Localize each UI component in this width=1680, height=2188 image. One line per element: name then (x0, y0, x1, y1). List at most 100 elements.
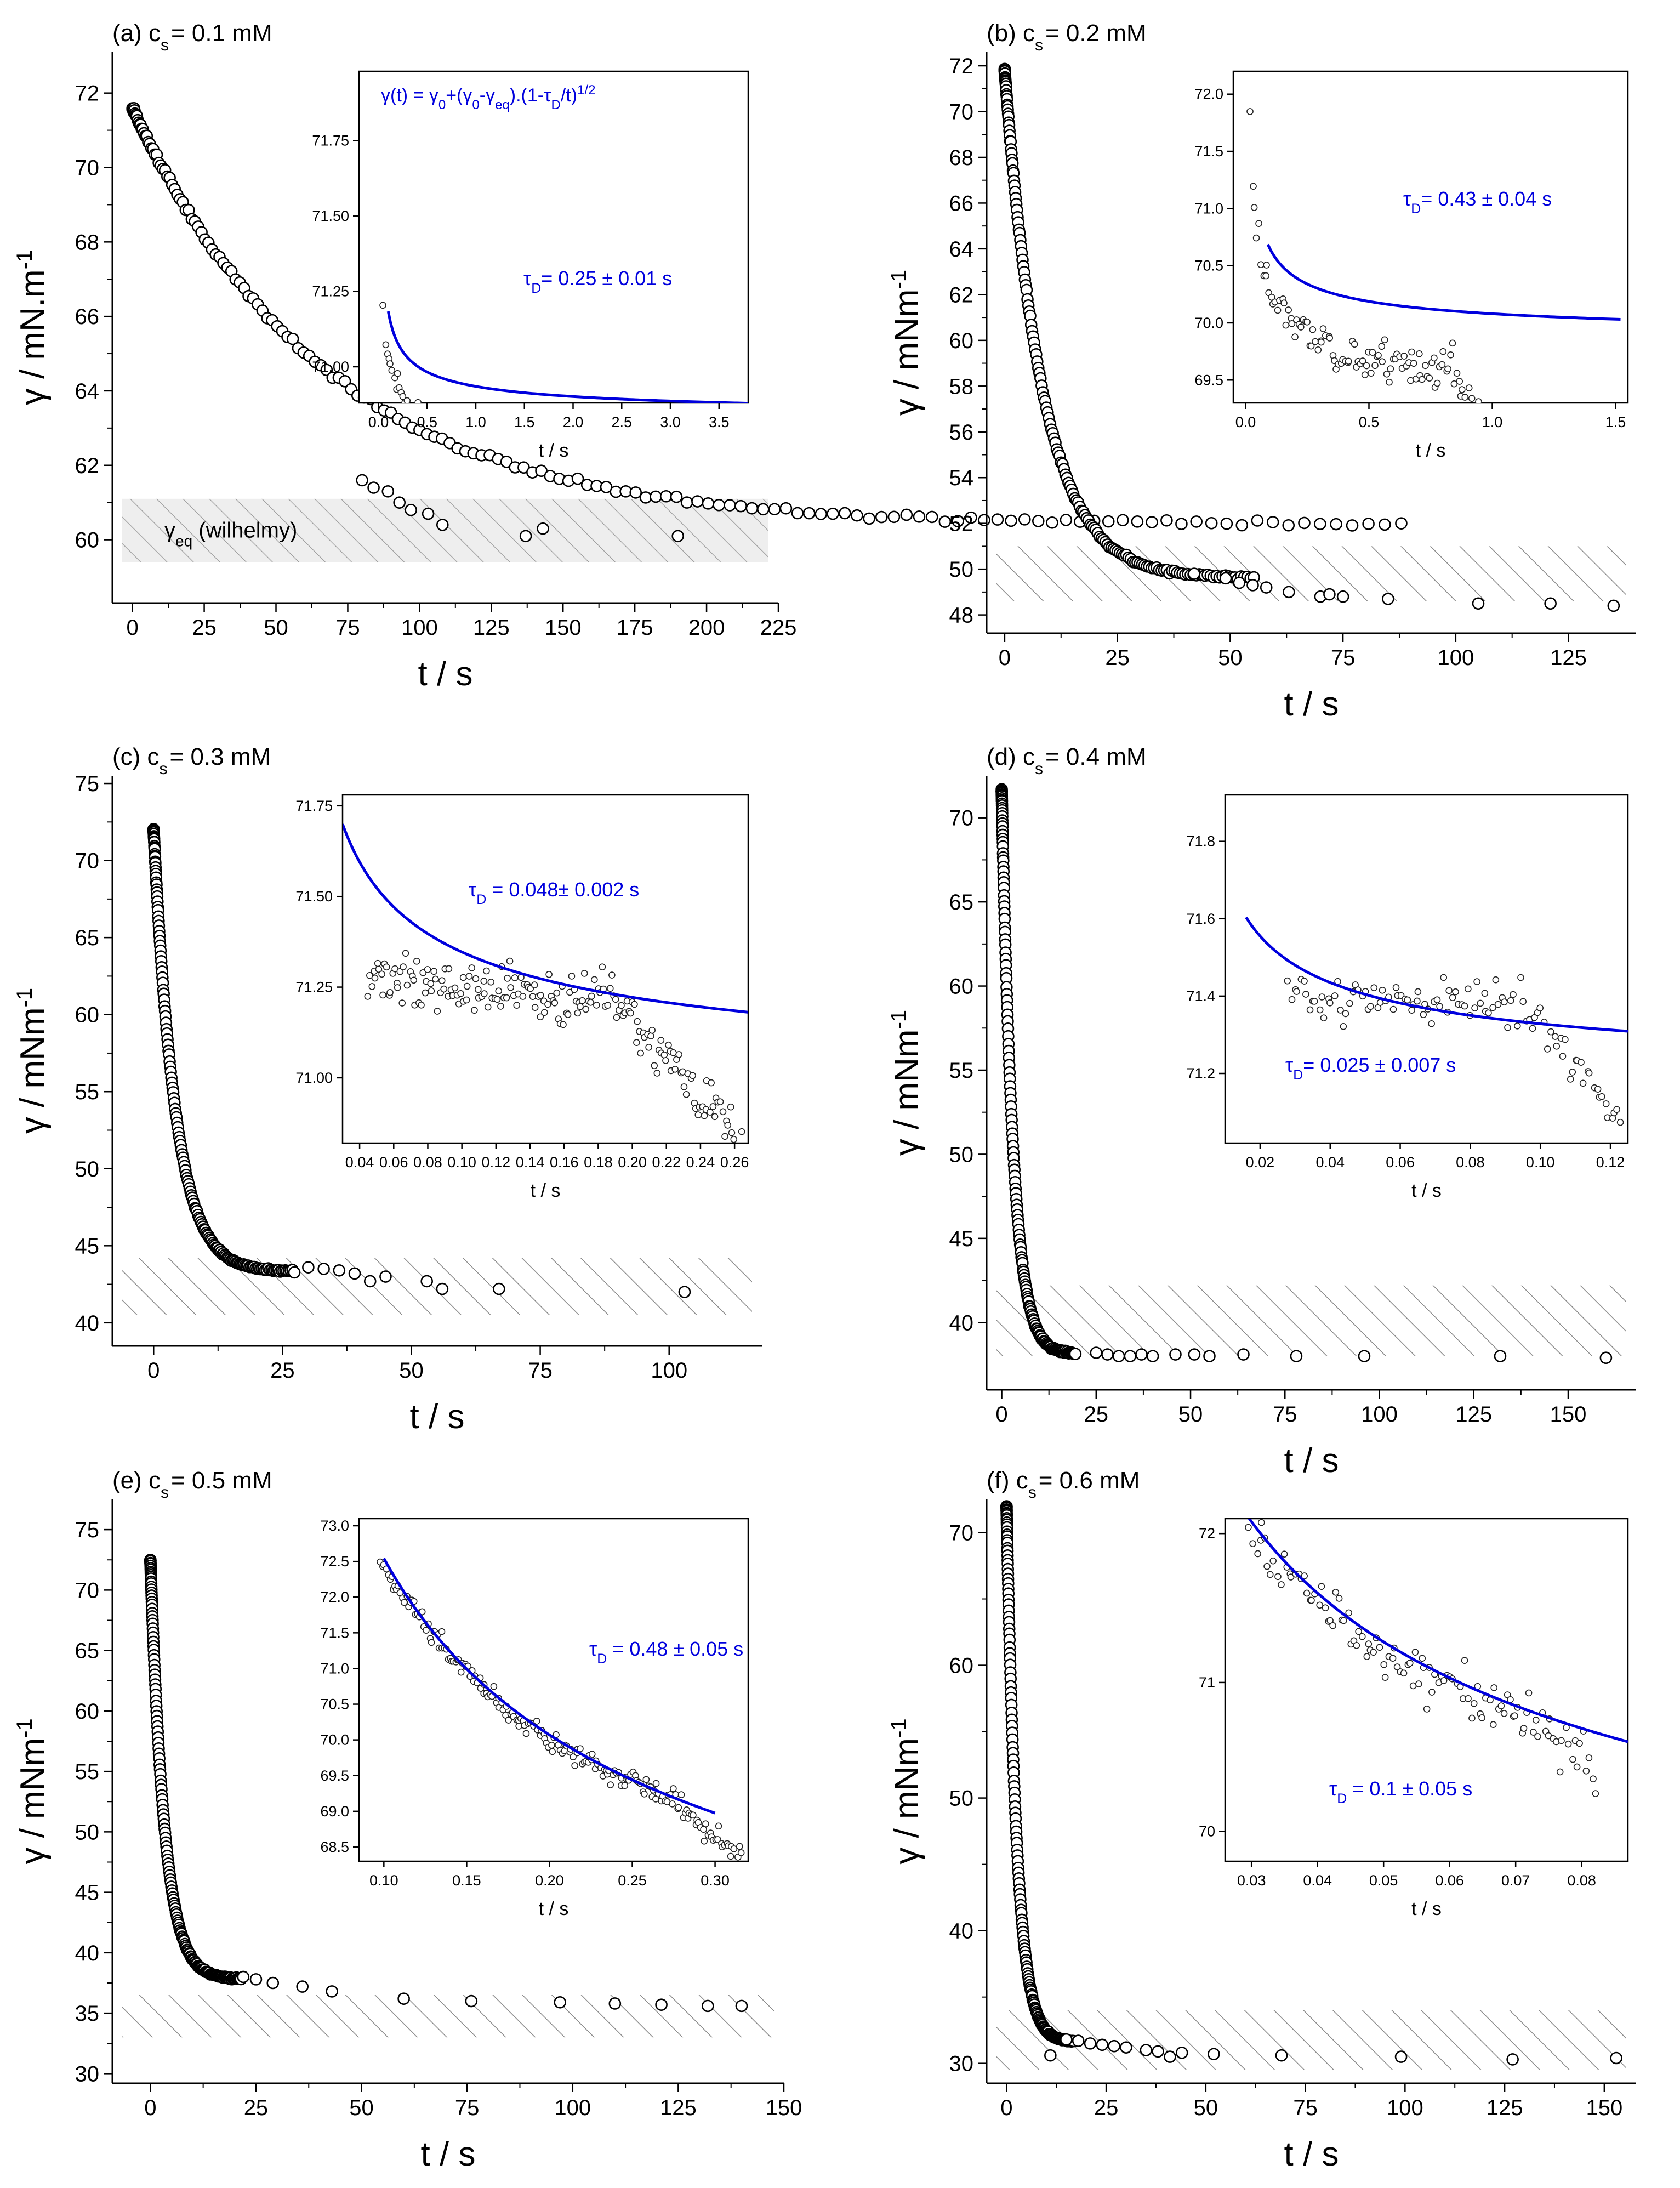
inset-data-point (1529, 1025, 1536, 1032)
data-point (537, 522, 549, 535)
x-axis-label: t / s (1284, 2135, 1339, 2173)
y-tick-label: 65 (75, 1639, 100, 1663)
inset-data-point (427, 980, 435, 987)
tau-sub: D (1337, 1791, 1347, 1806)
data-point (1266, 516, 1279, 528)
x-tick-label: 75 (455, 2096, 480, 2120)
y-axis-label-sup: -1 (887, 1010, 911, 1030)
y-tick-label: 75 (75, 772, 100, 796)
inset-data-point (1465, 985, 1472, 993)
inset-data-point (1288, 996, 1296, 1003)
inset-y-tick-label: 71.00 (312, 359, 349, 375)
inset-points (1284, 974, 1624, 1126)
data-point (839, 507, 851, 520)
data-point (1120, 2041, 1132, 2054)
inset-x-tick-label: 0.12 (482, 1154, 511, 1170)
inset-data-point (1481, 990, 1489, 997)
inset-data-point (553, 989, 561, 997)
inset-data-point (709, 1103, 717, 1110)
inset-data-point (1547, 1028, 1554, 1036)
inset-x-axis-label: t / s (539, 440, 569, 461)
inset-y-tick-label: 72.0 (320, 1589, 349, 1605)
inset-data-point (1306, 1006, 1314, 1014)
inset-data-point (1255, 220, 1262, 227)
inset-data-point (1414, 988, 1422, 996)
inset-data-point (419, 969, 427, 976)
inset-data-point (1301, 1572, 1308, 1579)
inset-data-point (1312, 338, 1319, 345)
x-tick-label: 25 (1105, 646, 1130, 670)
inset-data-point (1359, 357, 1366, 365)
inset-data-point (730, 1845, 738, 1852)
inset-data-point (1408, 348, 1415, 356)
panel-title-c: (c) cs= 0.3 mM (112, 743, 271, 778)
data-point (827, 507, 839, 520)
data-point (338, 375, 351, 388)
inset-data-point (506, 957, 514, 965)
inset-data-point (671, 1066, 679, 1073)
inset-data-point (728, 1129, 736, 1136)
data-point (493, 1282, 505, 1295)
fit-curve (386, 311, 748, 403)
inset-data-point (694, 1111, 702, 1118)
inset-frame (358, 1518, 749, 1862)
x-tick-label: 0 (127, 616, 139, 640)
inset-y-tick-label: 69.5 (320, 1768, 349, 1784)
inset-data-point (1520, 1725, 1528, 1732)
inset-data-point (400, 1599, 408, 1606)
data-point (1283, 586, 1295, 599)
data-point (851, 509, 863, 522)
data-point (1203, 1350, 1216, 1362)
tau-value: = 0.43 ± 0.04 s (1421, 187, 1552, 210)
data-point (702, 497, 715, 510)
inset-x-tick-label: 0.02 (1246, 1154, 1275, 1170)
tau-symbol: τ (1285, 1054, 1293, 1076)
x-tick-label: 100 (651, 1359, 687, 1383)
panel-title-prefix: (e) c (112, 1467, 161, 1494)
y-axis-label-sup: -1 (887, 1718, 911, 1738)
inset-data-point (1465, 384, 1473, 391)
inset-data-point (1379, 987, 1386, 994)
data-point (381, 485, 395, 498)
inset-data-point (1318, 1583, 1325, 1590)
inset-data-point (1419, 1655, 1426, 1662)
decay-points-f (1000, 1500, 1622, 2066)
data-point (965, 511, 977, 524)
y-axis-label: γ / mNm-1 (887, 1718, 926, 1864)
eq-band-d (996, 1285, 1626, 1356)
inset-frame (1224, 794, 1629, 1144)
inset-data-point (651, 1062, 658, 1070)
inset-data-point (700, 1826, 707, 1833)
inset-data-point (587, 999, 594, 1006)
inset-x-tick-label: 0.22 (652, 1154, 681, 1170)
inset-data-point (1274, 306, 1282, 314)
y-axis-label-sup: -1 (13, 250, 37, 270)
eq-band-a (122, 498, 768, 562)
x-tick-label: 100 (554, 2096, 591, 2120)
inset-data-point (371, 974, 379, 982)
inset-data-point (1594, 1086, 1602, 1093)
inset-data-point (1335, 1595, 1343, 1602)
inset-data-point (724, 1122, 732, 1129)
inset-data-point (368, 983, 376, 990)
inset-data-point (529, 993, 537, 1000)
data-point (1290, 1350, 1303, 1362)
data-point (1140, 2044, 1153, 2056)
inset-x-tick-label: 0.07 (1501, 1872, 1530, 1889)
y-tick-label: 45 (949, 1227, 974, 1251)
inset-y-tick-label: 70.5 (1194, 258, 1223, 274)
data-point (405, 503, 417, 516)
data-point (1314, 518, 1326, 531)
inset-data-point (1340, 1023, 1347, 1030)
inset-data-point (1514, 1022, 1521, 1030)
fit-formula-part: 0 (472, 98, 479, 112)
inset-data-point (1262, 272, 1269, 280)
inset-data-point (1404, 996, 1411, 1004)
y-tick-label: 30 (949, 2052, 974, 2076)
inset-data-point (1392, 984, 1400, 991)
inset-data-point (413, 958, 420, 965)
inset-y-tick-label: 70.0 (320, 1732, 349, 1748)
inset-x-axis-label: t / s (539, 1899, 569, 1919)
inset-data-point (1510, 991, 1517, 998)
y-tick-label: 55 (949, 1059, 974, 1083)
